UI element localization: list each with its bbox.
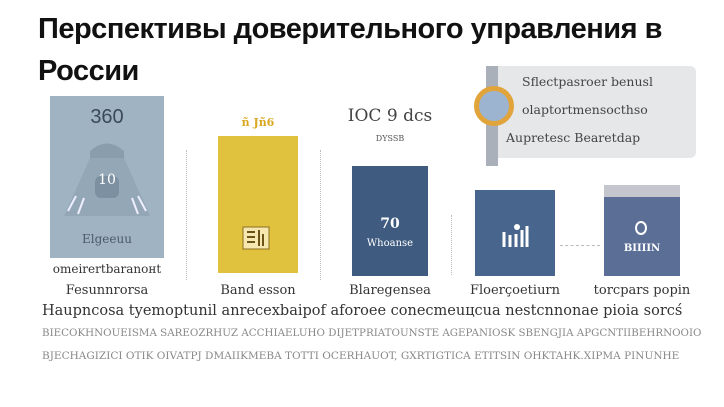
card-caption: Elgeeuu xyxy=(82,232,132,246)
divider xyxy=(451,215,452,275)
card-3-sub: DYSSB xyxy=(375,134,405,143)
stat-bar-4 xyxy=(475,190,555,276)
callout-line: Sflectpasroer benusl xyxy=(522,74,653,89)
stat-card-1: 360 10 Elgeeuu xyxy=(50,96,164,258)
paragraph-line: BIECOKHNOUEISMA SAREOZRHUZ ACCHIAELUHO D… xyxy=(42,327,702,339)
callout-line: Aupretesc Bearetdap xyxy=(506,130,641,145)
bar-caption: Whoanse xyxy=(366,238,414,249)
icon-value: 10 xyxy=(98,172,116,188)
callout-line: olaptortmensocthso xyxy=(522,102,648,117)
card-3-label: Blaregensea xyxy=(349,283,431,298)
bar-chart-icon xyxy=(502,224,529,247)
page-title: Перспективы доверительного управления в … xyxy=(38,13,662,87)
stat-bar-2 xyxy=(218,136,298,273)
document-icon xyxy=(242,226,270,250)
bar-caption: BIIIIN xyxy=(623,243,661,254)
info-badge-icon xyxy=(474,86,514,126)
people-icon xyxy=(64,143,150,216)
card-3-value: IOC 9 dcs xyxy=(347,106,433,126)
divider xyxy=(320,150,321,280)
card-value: 360 xyxy=(90,106,124,128)
divider xyxy=(186,150,187,280)
paragraph-line: Haupncosa tyemoptunil anrecexbaipof afor… xyxy=(42,303,683,319)
stat-bar-5: BIIIIN xyxy=(604,185,680,276)
paragraph-line: BJECHAGIZICI OTIK OIVATPJ DMAIIKMEBA TOT… xyxy=(42,350,680,362)
bar-value: 70 xyxy=(380,216,400,232)
card-1-sublabel: Fesunnrorsa xyxy=(65,283,149,298)
circle-icon xyxy=(635,221,647,235)
card-2-label: Band esson xyxy=(220,283,296,298)
card-2-value: ñ Jñ6 xyxy=(241,116,275,129)
card-4-label: Floerçoetiurn xyxy=(469,283,561,298)
card-5-label: torcpars popin xyxy=(593,283,691,298)
stat-bar-3: 70 Whoanse xyxy=(352,166,428,276)
callout-box: Sflectpasroer benusl olaptortmensocthso … xyxy=(486,66,696,166)
card-1-label: omeirertbaranoнt xyxy=(52,262,162,276)
connector-line xyxy=(560,245,600,246)
